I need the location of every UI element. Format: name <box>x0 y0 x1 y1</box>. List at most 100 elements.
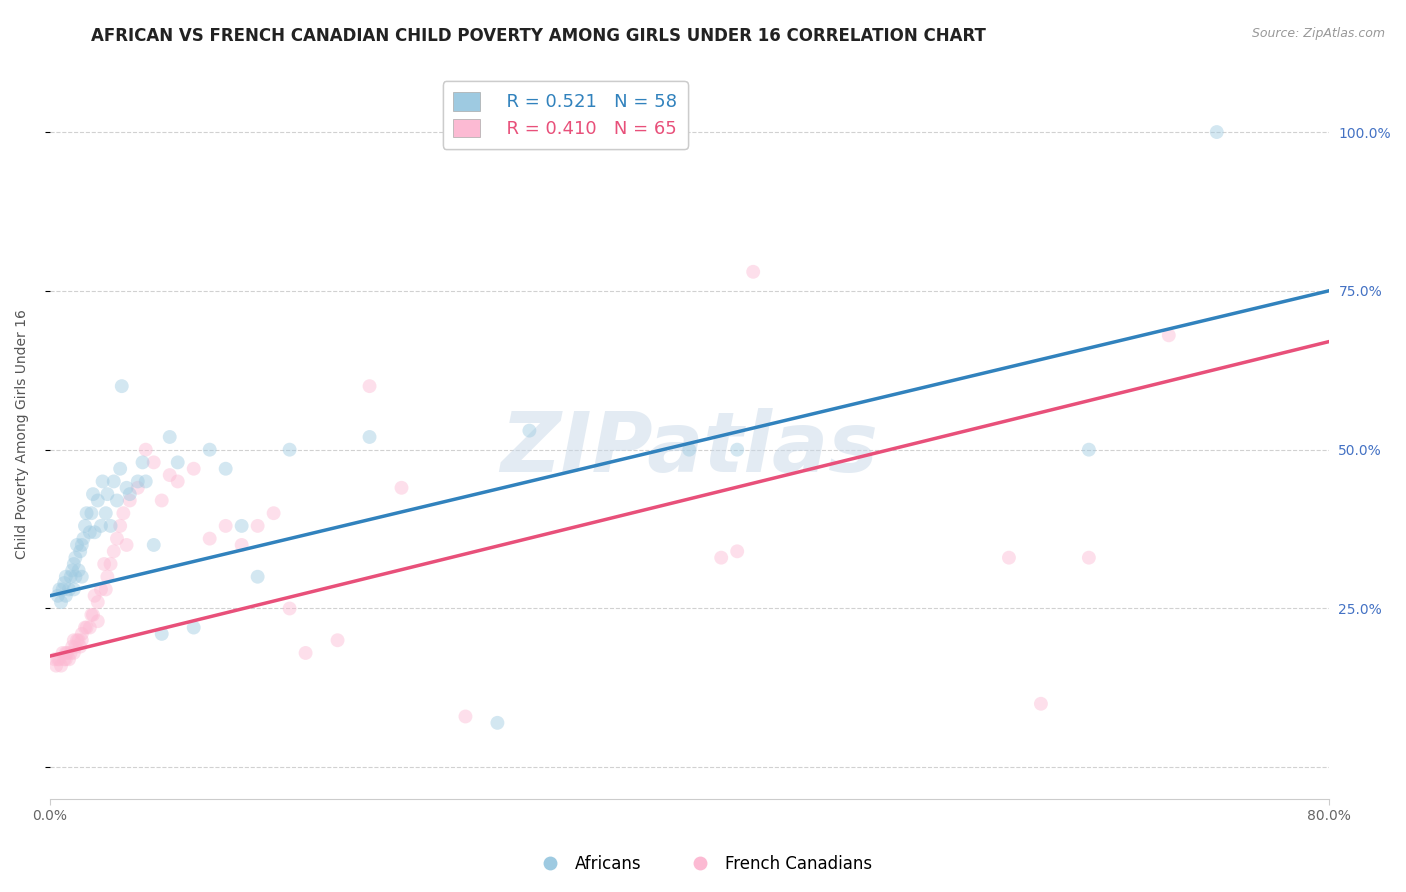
Point <box>725 544 748 558</box>
Point <box>69 640 91 654</box>
Point <box>58 652 80 666</box>
Point <box>198 442 221 457</box>
Point <box>91 475 114 489</box>
Point <box>65 550 87 565</box>
Point <box>67 633 90 648</box>
Point <box>48 652 70 666</box>
Point <box>83 589 105 603</box>
Point <box>60 640 83 654</box>
Point <box>263 506 285 520</box>
Point <box>231 538 253 552</box>
Legend: Africans, French Canadians: Africans, French Canadians <box>527 848 879 880</box>
Point <box>166 475 188 489</box>
Point <box>326 633 349 648</box>
Point <box>44 652 66 666</box>
Point <box>62 557 84 571</box>
Point <box>55 646 77 660</box>
Point <box>96 570 118 584</box>
Point <box>76 621 98 635</box>
Point <box>115 538 138 552</box>
Point <box>231 519 253 533</box>
Point <box>359 379 381 393</box>
Point <box>278 601 301 615</box>
Point <box>73 519 96 533</box>
Point <box>678 442 700 457</box>
Point <box>56 646 79 660</box>
Point <box>294 646 316 660</box>
Point <box>486 715 509 730</box>
Point <box>87 614 110 628</box>
Point <box>46 589 69 603</box>
Legend:   R = 0.521   N = 58,   R = 0.410   N = 65: R = 0.521 N = 58, R = 0.410 N = 65 <box>443 81 688 149</box>
Point <box>70 633 93 648</box>
Y-axis label: Child Poverty Among Girls Under 16: Child Poverty Among Girls Under 16 <box>15 309 30 558</box>
Point <box>87 595 110 609</box>
Point <box>82 607 104 622</box>
Point <box>65 640 87 654</box>
Point <box>127 481 149 495</box>
Point <box>103 475 125 489</box>
Point <box>108 461 131 475</box>
Point <box>62 582 84 597</box>
Text: Source: ZipAtlas.com: Source: ZipAtlas.com <box>1251 27 1385 40</box>
Point <box>183 461 205 475</box>
Point <box>60 563 83 577</box>
Point <box>59 646 82 660</box>
Point <box>127 475 149 489</box>
Point <box>103 544 125 558</box>
Point <box>150 493 173 508</box>
Point <box>66 538 89 552</box>
Point <box>1077 442 1099 457</box>
Point <box>62 646 84 660</box>
Point <box>135 442 157 457</box>
Point <box>246 570 269 584</box>
Point <box>998 550 1021 565</box>
Point <box>90 582 112 597</box>
Point <box>49 595 72 609</box>
Point <box>159 468 181 483</box>
Point <box>215 519 238 533</box>
Point <box>79 621 101 635</box>
Point <box>72 532 94 546</box>
Point <box>80 607 103 622</box>
Point <box>90 519 112 533</box>
Point <box>49 658 72 673</box>
Point <box>105 493 128 508</box>
Point <box>198 532 221 546</box>
Point <box>1029 697 1052 711</box>
Point <box>105 532 128 546</box>
Point <box>52 582 75 597</box>
Text: ZIPatlas: ZIPatlas <box>501 408 879 489</box>
Point <box>391 481 413 495</box>
Point <box>131 455 153 469</box>
Point <box>710 550 733 565</box>
Point <box>69 544 91 558</box>
Point <box>118 487 141 501</box>
Point <box>65 570 87 584</box>
Point <box>93 557 115 571</box>
Point <box>108 519 131 533</box>
Point <box>70 570 93 584</box>
Point <box>100 519 122 533</box>
Point <box>55 570 77 584</box>
Point <box>82 487 104 501</box>
Point <box>94 582 117 597</box>
Point <box>53 652 76 666</box>
Point <box>48 582 70 597</box>
Text: AFRICAN VS FRENCH CANADIAN CHILD POVERTY AMONG GIRLS UNDER 16 CORRELATION CHART: AFRICAN VS FRENCH CANADIAN CHILD POVERTY… <box>91 27 986 45</box>
Point <box>742 265 765 279</box>
Point <box>59 570 82 584</box>
Point <box>67 563 90 577</box>
Point <box>45 658 67 673</box>
Point <box>1077 550 1099 565</box>
Point <box>215 461 238 475</box>
Point <box>1157 328 1180 343</box>
Point <box>79 525 101 540</box>
Point <box>159 430 181 444</box>
Point <box>83 525 105 540</box>
Point <box>55 652 77 666</box>
Point <box>73 621 96 635</box>
Point <box>118 493 141 508</box>
Point <box>183 621 205 635</box>
Point <box>142 455 165 469</box>
